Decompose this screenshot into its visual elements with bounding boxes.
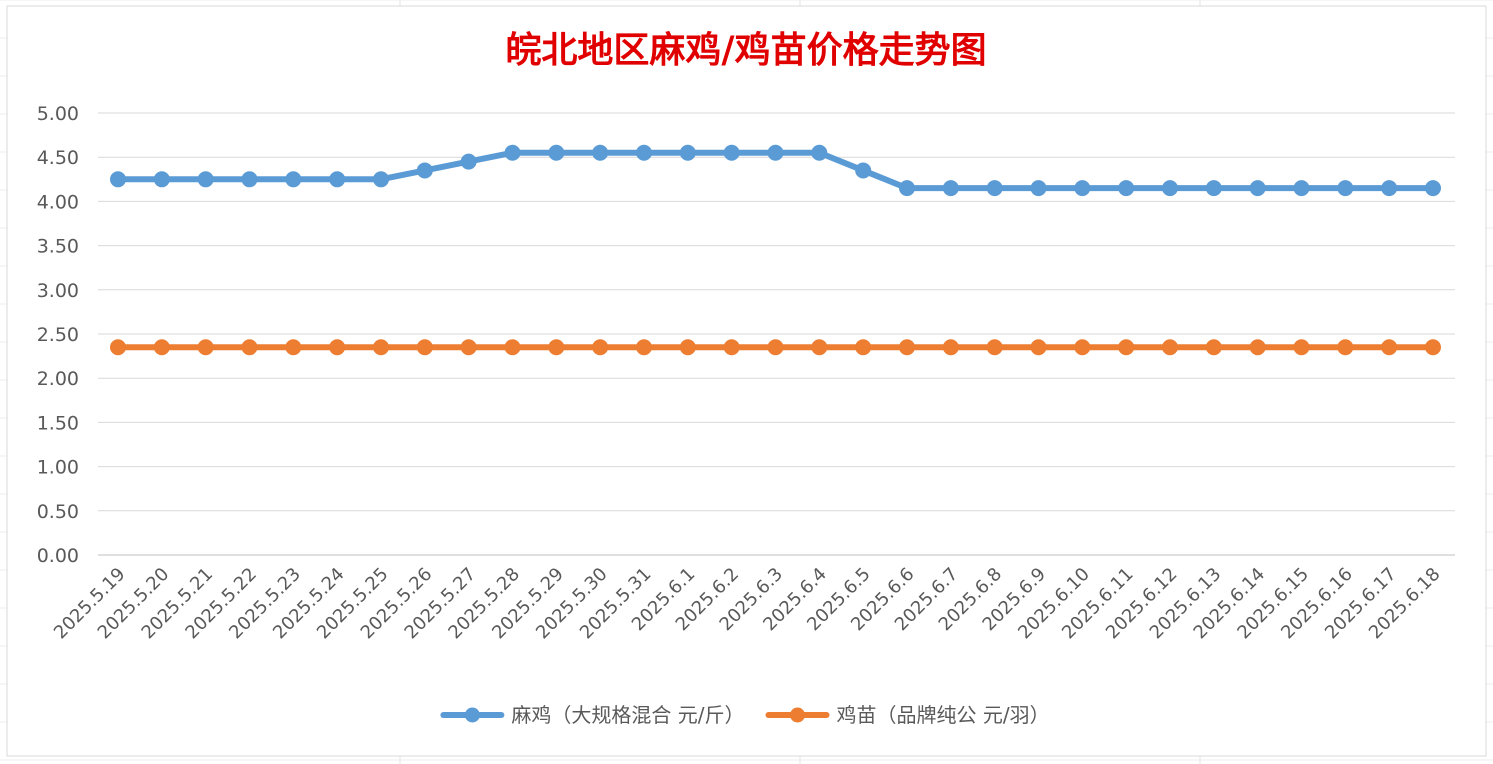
legend-item-1: 麻鸡（大规格混合 元/斤） bbox=[440, 703, 745, 727]
series-layer bbox=[110, 144, 1441, 356]
data-point bbox=[1074, 180, 1091, 197]
data-point bbox=[636, 339, 652, 356]
series-1 bbox=[110, 144, 1441, 197]
data-point bbox=[548, 339, 565, 356]
chart-title: 皖北地区麻鸡/鸡苗价格走势图 bbox=[505, 29, 986, 71]
data-point bbox=[942, 339, 959, 356]
y-tick-label: 2.50 bbox=[37, 324, 79, 346]
data-point bbox=[899, 180, 915, 197]
data-point bbox=[1205, 180, 1222, 197]
data-point bbox=[723, 339, 740, 356]
data-point bbox=[110, 339, 126, 356]
data-point bbox=[942, 180, 959, 197]
data-point bbox=[723, 144, 740, 161]
data-point bbox=[241, 339, 258, 356]
data-point bbox=[1162, 180, 1178, 197]
data-point bbox=[679, 339, 696, 356]
data-point bbox=[1337, 180, 1354, 197]
data-point bbox=[373, 339, 389, 356]
data-point bbox=[1030, 180, 1047, 197]
legend-label: 麻鸡（大规格混合 元/斤） bbox=[511, 703, 744, 727]
y-tick-label: 1.50 bbox=[37, 412, 79, 434]
data-point bbox=[1293, 180, 1310, 197]
y-tick-label: 0.00 bbox=[37, 545, 79, 567]
series-2 bbox=[110, 339, 1441, 356]
y-tick-label: 3.00 bbox=[37, 280, 79, 302]
data-point bbox=[1381, 180, 1398, 197]
y-axis-tick-labels: 0.00 0.50 1.00 1.50 2.00 2.50 3.00 3.50 4.00 4.50… bbox=[37, 103, 79, 567]
y-tick-label: 4.50 bbox=[37, 147, 79, 169]
data-point bbox=[285, 339, 302, 356]
legend: 麻鸡（大规格混合 元/斤） 鸡苗（品牌纯公 元/羽） bbox=[440, 703, 1050, 727]
legend-marker bbox=[464, 707, 480, 723]
chart-area-frame bbox=[6, 5, 1487, 757]
legend-label: 鸡苗（品牌纯公 元/羽） bbox=[837, 703, 1050, 727]
data-point bbox=[460, 339, 477, 356]
data-point bbox=[504, 144, 521, 161]
data-point bbox=[811, 339, 828, 356]
data-point bbox=[767, 339, 784, 356]
data-point bbox=[767, 144, 784, 161]
data-point bbox=[329, 339, 346, 356]
data-point bbox=[1118, 339, 1135, 356]
data-point bbox=[110, 171, 126, 188]
data-point bbox=[1118, 180, 1135, 197]
data-point bbox=[1205, 339, 1222, 356]
data-point bbox=[1030, 339, 1047, 356]
data-point bbox=[1425, 339, 1441, 356]
data-point bbox=[416, 339, 433, 356]
data-point bbox=[241, 171, 258, 188]
data-point bbox=[504, 339, 521, 356]
y-tick-label: 5.00 bbox=[37, 103, 79, 125]
data-point bbox=[1162, 339, 1178, 356]
data-point bbox=[1381, 339, 1398, 356]
legend-marker bbox=[790, 707, 805, 723]
data-point bbox=[1249, 180, 1266, 197]
data-point bbox=[329, 171, 346, 188]
data-point bbox=[548, 144, 565, 161]
data-point bbox=[197, 339, 214, 356]
y-tick-label: 2.00 bbox=[37, 368, 79, 390]
data-point bbox=[986, 339, 1003, 356]
data-point bbox=[1249, 339, 1266, 356]
data-point bbox=[1337, 339, 1354, 356]
data-point bbox=[811, 144, 828, 161]
data-point bbox=[986, 180, 1003, 197]
data-point bbox=[285, 171, 302, 188]
data-point bbox=[1293, 339, 1310, 356]
data-point bbox=[373, 171, 389, 188]
data-point bbox=[1074, 339, 1091, 356]
y-tick-label: 0.50 bbox=[37, 501, 79, 523]
data-point bbox=[153, 171, 170, 188]
data-point bbox=[899, 339, 915, 356]
data-point bbox=[197, 171, 214, 188]
y-tick-label: 3.50 bbox=[37, 236, 79, 258]
data-point bbox=[153, 339, 170, 356]
data-point bbox=[592, 339, 609, 356]
data-point bbox=[416, 162, 433, 179]
data-point bbox=[855, 162, 872, 179]
y-tick-label: 1.00 bbox=[37, 457, 79, 479]
data-point bbox=[636, 144, 652, 161]
data-point bbox=[679, 144, 696, 161]
legend-item-2: 鸡苗（品牌纯公 元/羽） bbox=[765, 703, 1050, 727]
data-point bbox=[1425, 180, 1441, 197]
data-point bbox=[855, 339, 872, 356]
data-point bbox=[460, 153, 477, 170]
y-tick-label: 4.00 bbox=[37, 191, 79, 213]
data-point bbox=[592, 144, 609, 161]
